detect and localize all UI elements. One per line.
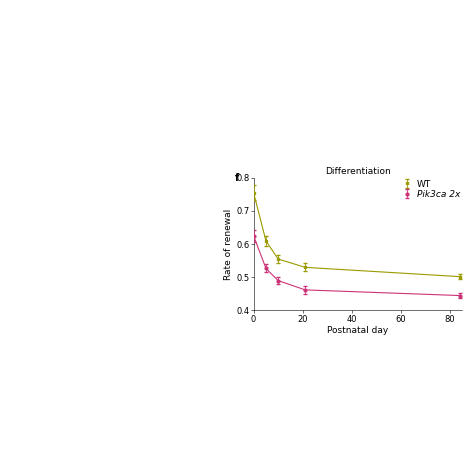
- Text: f: f: [235, 173, 239, 183]
- Y-axis label: Rate of renewal: Rate of renewal: [224, 209, 233, 280]
- Legend: WT, Pik3ca 2x: WT, Pik3ca 2x: [400, 180, 460, 199]
- X-axis label: Postnatal day: Postnatal day: [327, 327, 389, 336]
- Title: Differentiation: Differentiation: [325, 166, 391, 175]
